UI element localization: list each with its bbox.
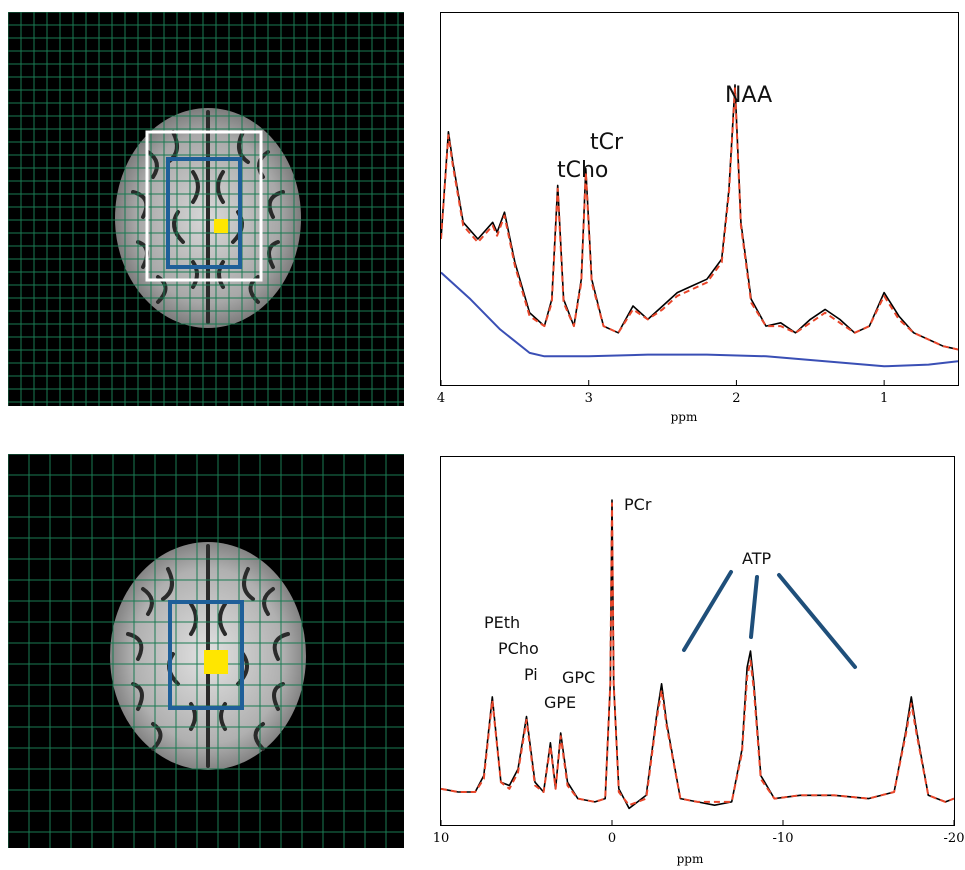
- atp-indicator-lines: [682, 570, 857, 669]
- spectrum-svg-top: [441, 84, 958, 385]
- selected-voxel: [204, 650, 228, 674]
- series-fit: [441, 502, 954, 807]
- atp-line-gamma: [682, 570, 733, 652]
- voxel-grid: [8, 12, 404, 406]
- peak-label-pcho: PCho: [498, 639, 539, 658]
- x-axis-label-top: ppm: [670, 410, 698, 424]
- inner-volume-box: [168, 600, 244, 710]
- series-baseline: [441, 271, 958, 368]
- x-tick-label: -10: [772, 831, 794, 846]
- peak-label-tcr: tCr: [590, 130, 624, 155]
- peak-label-gpc: GPC: [562, 668, 596, 687]
- peak-label-tcho: tCho: [557, 158, 609, 183]
- mri-image-bottom: [8, 454, 404, 848]
- peak-label-pi: Pi: [524, 665, 538, 684]
- spectrum-series-group: [441, 84, 958, 385]
- selected-voxel: [214, 219, 228, 233]
- spectrum-plot-bottom: PCr ATP PEth PCho Pi GPC GPE: [440, 456, 955, 826]
- inner-volume-box: [166, 157, 242, 269]
- atp-line-alpha: [749, 575, 759, 639]
- x-tick-label: 3: [584, 391, 593, 406]
- x-tick-label: 0: [607, 831, 617, 846]
- peak-label-pcr: PCr: [624, 495, 652, 514]
- mri-image-top: [8, 12, 404, 406]
- peak-label-peth: PEth: [484, 613, 521, 632]
- x-tick-label: 10: [432, 831, 450, 846]
- atp-line-beta: [777, 573, 857, 669]
- x-tick-label: 2: [732, 391, 741, 406]
- spectrum-plot-top: NAA tCr tCho: [440, 12, 959, 386]
- x-tick-label: 4: [436, 391, 446, 406]
- series-fit: [441, 87, 958, 351]
- x-tick-label: 1: [880, 391, 889, 406]
- outer-volume-box: [145, 130, 263, 282]
- mri-svg-bottom: [8, 454, 404, 848]
- spectrum-svg-bottom: [441, 499, 954, 825]
- peak-label-gpe: GPE: [544, 693, 577, 712]
- peak-label-atp: ATP: [742, 549, 772, 568]
- x-axis-label-bottom: ppm: [676, 852, 704, 866]
- mri-svg-top: [8, 12, 404, 406]
- spectrum-series-group: [441, 499, 954, 825]
- series-measured: [441, 84, 958, 351]
- peak-label-naa: NAA: [725, 83, 773, 108]
- x-tick-label: -20: [943, 831, 965, 846]
